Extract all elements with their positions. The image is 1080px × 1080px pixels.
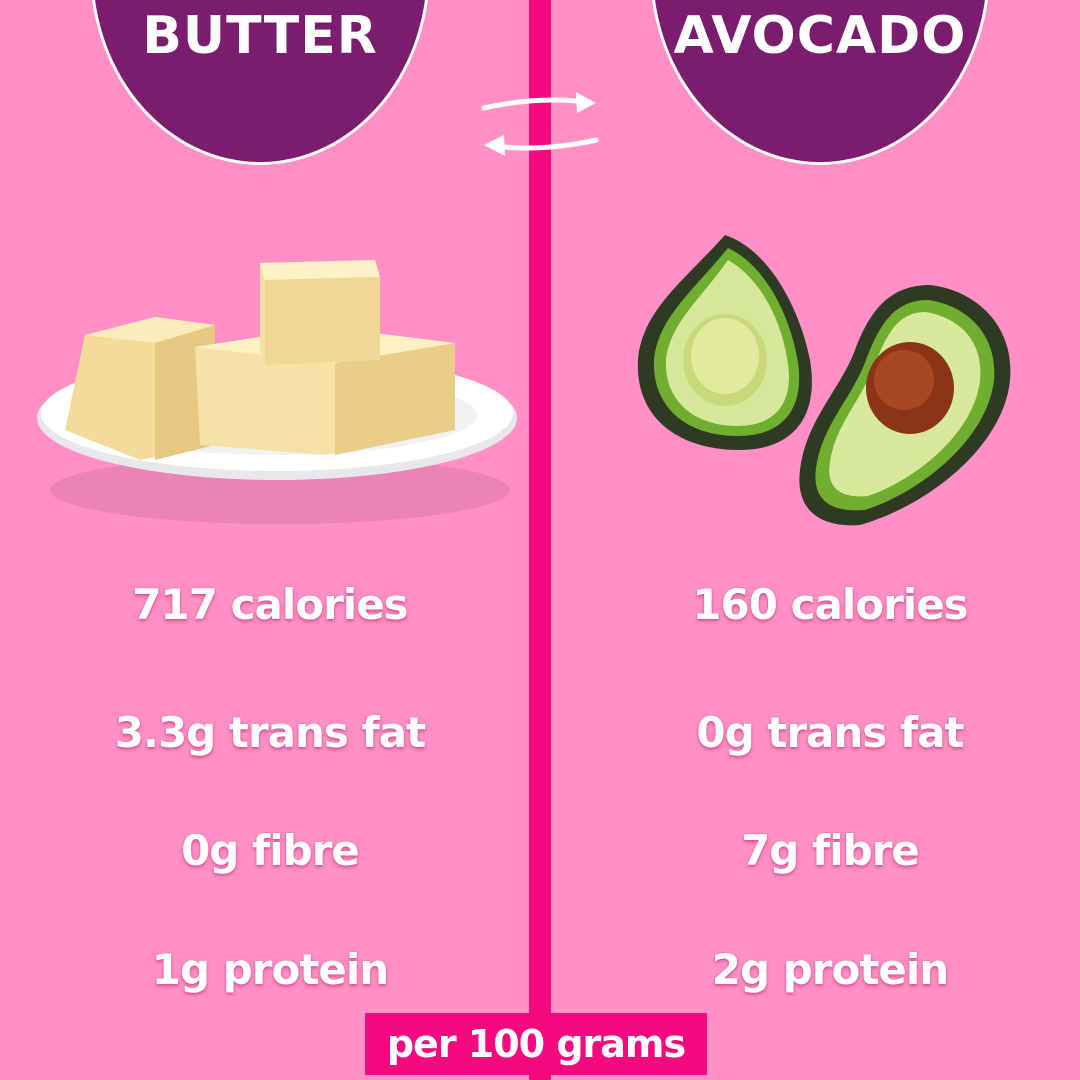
butter-trans-fat: 3.3g trans fat	[114, 708, 426, 757]
butter-title: BUTTER	[142, 6, 378, 66]
avocado-fibre: 7g fibre	[741, 826, 920, 875]
butter-title-badge: BUTTER	[90, 0, 430, 165]
avocado-title: AVOCADO	[673, 6, 967, 66]
avocado-trans-fat: 0g trans fat	[696, 708, 964, 757]
swap-arrows-icon	[481, 92, 599, 156]
avocado-protein: 2g protein	[711, 945, 949, 994]
butter-image	[37, 260, 517, 524]
center-divider	[529, 0, 551, 1080]
butter-fibre: 0g fibre	[181, 826, 360, 875]
per-serving-label: per 100 grams	[365, 1013, 707, 1075]
avocado-calories: 160 calories	[692, 580, 968, 629]
avocado-image	[637, 235, 1011, 526]
butter-calories: 717 calories	[132, 580, 408, 629]
butter-protein: 1g protein	[151, 945, 389, 994]
avocado-title-badge: AVOCADO	[650, 0, 990, 165]
